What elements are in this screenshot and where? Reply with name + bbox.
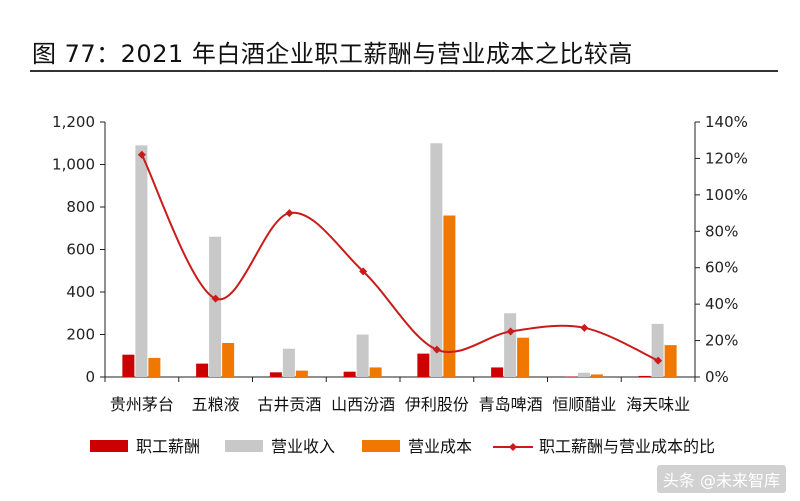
cost-bar [590, 374, 603, 377]
ratio-point [211, 294, 220, 303]
salary-bar [196, 363, 209, 377]
cost-bar [369, 367, 382, 377]
x-tick-label: 伊利股份 [405, 395, 469, 414]
legend-cost-label: 营业成本 [408, 437, 472, 456]
revenue-bar [209, 236, 222, 377]
y-right-tick-label: 20% [705, 332, 738, 350]
title-divider [30, 70, 778, 72]
salary-bar [638, 375, 651, 377]
y-left-tick-label: 400 [66, 283, 95, 301]
x-tick-label: 海天味业 [626, 395, 690, 414]
salary-bar [269, 372, 282, 377]
y-right-tick-label: 40% [705, 295, 738, 313]
revenue-bar [282, 348, 295, 377]
y-left-tick-label: 1,000 [52, 156, 95, 174]
y-left-tick-label: 600 [66, 241, 95, 259]
x-tick-label: 古井贡酒 [257, 395, 321, 414]
legend-revenue-swatch [225, 440, 263, 452]
revenue-bar [430, 143, 443, 377]
y-right-tick-label: 60% [705, 259, 738, 277]
chart-title: 图 77：2021 年白酒企业职工薪酬与营业成本之比较高 [32, 40, 633, 68]
y-left-tick-label: 1,200 [52, 113, 95, 131]
ratio-point [285, 209, 294, 218]
ratio-point [432, 345, 441, 354]
cost-bar [517, 337, 530, 377]
cost-bar [148, 357, 161, 377]
legend-salary-swatch [90, 440, 128, 452]
revenue-bar [504, 313, 517, 377]
legend-ratio-label: 职工薪酬与营业成本的比 [539, 437, 715, 456]
x-tick-label: 山西汾酒 [331, 395, 395, 414]
salary-bar [417, 353, 430, 377]
ratio-point [654, 356, 663, 365]
cost-bar [664, 345, 677, 377]
cost-bar [222, 343, 235, 377]
x-tick-label: 贵州茅台 [110, 395, 174, 414]
salary-bar [343, 371, 356, 377]
watermark: 头条 @未来智库 [656, 465, 786, 493]
y-right-tick-label: 140% [705, 113, 748, 131]
legend-revenue-label: 营业收入 [271, 437, 335, 456]
salary-bar [122, 354, 135, 377]
revenue-bar [135, 145, 148, 377]
legend-cost-swatch [362, 440, 400, 452]
legend-ratio-marker [509, 443, 517, 451]
x-tick-label: 恒顺醋业 [552, 395, 616, 414]
y-right-tick-label: 80% [705, 222, 738, 240]
y-left-tick-label: 200 [66, 326, 95, 344]
salary-bar [491, 367, 504, 377]
ratio-point [506, 327, 515, 336]
revenue-bar [577, 372, 590, 377]
y-right-tick-label: 120% [705, 149, 748, 167]
y-right-tick-label: 100% [705, 186, 748, 204]
x-tick-label: 五粮液 [192, 395, 240, 414]
ratio-point [580, 323, 589, 332]
y-right-tick-label: 0% [705, 368, 729, 386]
x-tick-label: 青岛啤酒 [479, 395, 543, 414]
y-left-tick-label: 800 [66, 198, 95, 216]
revenue-bar [651, 323, 664, 377]
y-left-tick-label: 0 [85, 368, 95, 386]
cost-bar [443, 215, 456, 377]
legend-salary-label: 职工薪酬 [136, 437, 200, 456]
ratio-point [137, 150, 146, 159]
cost-bar [295, 370, 308, 377]
ratio-point [359, 267, 368, 276]
revenue-bar [356, 334, 369, 377]
